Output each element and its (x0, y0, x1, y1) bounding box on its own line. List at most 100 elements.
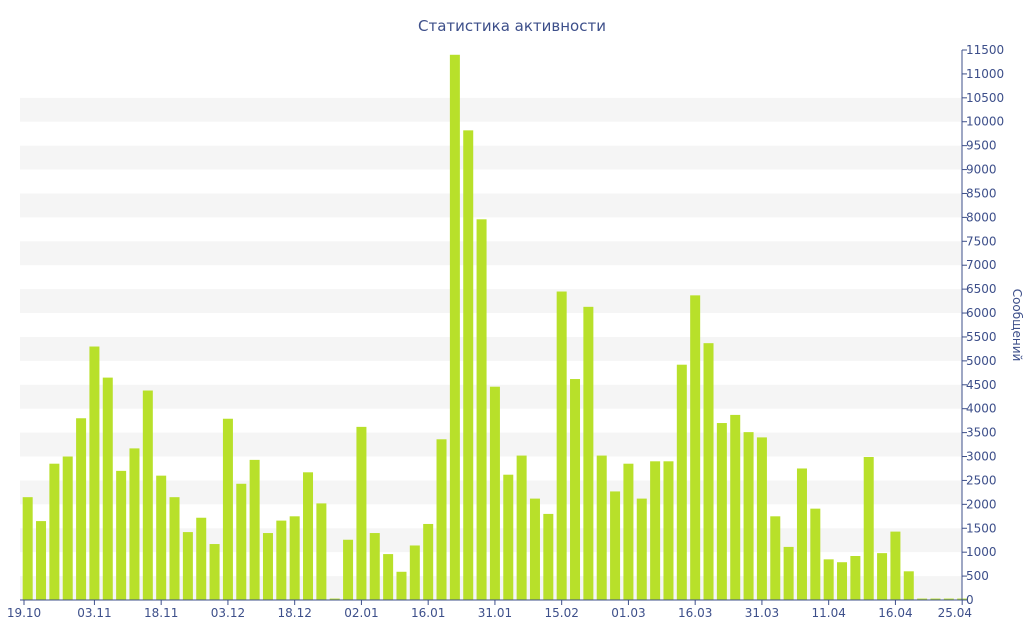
y-tick-label: 10000 (966, 115, 1004, 129)
bar (22, 497, 33, 600)
bar (276, 520, 287, 600)
bar (610, 491, 621, 600)
bar (650, 461, 661, 600)
y-tick-label: 11500 (966, 43, 1004, 57)
bar (623, 463, 634, 600)
bar (196, 517, 207, 600)
bar (36, 521, 47, 600)
x-tick-label: 19.10 (7, 606, 41, 620)
bar (289, 516, 300, 600)
bar (383, 554, 394, 600)
bar (142, 390, 153, 600)
x-tick-label: 16.03 (678, 606, 712, 620)
x-tick-label: 02.01 (344, 606, 378, 620)
bar (262, 533, 273, 600)
bar (943, 598, 954, 600)
bar (837, 562, 848, 600)
bar (810, 508, 821, 600)
x-tick-label: 16.04 (878, 606, 912, 620)
bar (102, 377, 113, 600)
bar (556, 291, 567, 600)
grid-band (20, 241, 962, 266)
bar (516, 455, 527, 600)
x-tick-label: 11.04 (811, 606, 845, 620)
bar (236, 483, 247, 600)
y-tick-label: 9000 (966, 163, 997, 177)
bar (436, 439, 447, 600)
y-tick-label: 11000 (966, 67, 1004, 81)
bar (770, 516, 781, 600)
bar (917, 598, 928, 600)
bar (930, 598, 941, 600)
bar (716, 423, 727, 600)
grid-band (20, 145, 962, 170)
bar (449, 54, 460, 600)
bar (343, 539, 354, 600)
bar (116, 470, 127, 600)
x-tick-label: 03.12 (211, 606, 245, 620)
y-tick-label: 8500 (966, 186, 997, 200)
bar (489, 386, 500, 600)
bar (877, 553, 888, 600)
bar (209, 544, 220, 600)
y-tick-label: 7000 (966, 258, 997, 272)
bar (903, 571, 914, 600)
grid-band (20, 289, 962, 314)
bar (76, 418, 87, 600)
y-tick-label: 2500 (966, 473, 997, 487)
bar-series (22, 54, 968, 601)
bar (476, 219, 487, 601)
bar (303, 472, 314, 600)
bar (703, 343, 714, 600)
y-tick-label: 4000 (966, 402, 997, 416)
bar (596, 455, 607, 600)
y-tick-label: 1000 (966, 545, 997, 559)
y-tick-label: 10500 (966, 91, 1004, 105)
bar (529, 498, 540, 600)
bar (823, 559, 834, 600)
y-tick-label: 5000 (966, 354, 997, 368)
bar (369, 533, 380, 600)
bar (356, 426, 367, 600)
y-tick-label: 9500 (966, 139, 997, 153)
bar (156, 475, 167, 600)
bar (730, 414, 741, 600)
bar (396, 571, 407, 600)
bar (49, 463, 60, 600)
bar (169, 497, 180, 600)
x-tick-label: 31.03 (745, 606, 779, 620)
bar (636, 498, 647, 600)
bar (329, 598, 340, 600)
chart-title: Статистика активности (418, 17, 606, 35)
bar (663, 461, 674, 600)
x-tick-label: 31.01 (478, 606, 512, 620)
x-tick-label: 18.12 (277, 606, 311, 620)
bar (850, 556, 861, 600)
bar (89, 346, 100, 600)
y-tick-label: 6500 (966, 282, 997, 296)
bar (503, 474, 514, 600)
y-tick-label: 2000 (966, 497, 997, 511)
y-axis-label: Сообщений (1010, 289, 1024, 362)
bar (743, 432, 754, 600)
bar (783, 546, 794, 600)
y-tick-label: 6000 (966, 306, 997, 320)
bar (62, 456, 73, 600)
bar (756, 437, 767, 600)
bar (409, 545, 420, 600)
y-tick-label: 8000 (966, 210, 997, 224)
grid-band (20, 336, 962, 361)
x-tick-label: 01.03 (611, 606, 645, 620)
bar (423, 523, 434, 600)
grid-band (20, 193, 962, 218)
bar (182, 532, 193, 600)
bar (690, 295, 701, 600)
bar (890, 531, 901, 600)
bar (463, 130, 474, 600)
y-tick-label: 5500 (966, 330, 997, 344)
bar (570, 379, 581, 600)
x-tick-label: 16.01 (411, 606, 445, 620)
x-tick-label: 25.04 (938, 606, 972, 620)
